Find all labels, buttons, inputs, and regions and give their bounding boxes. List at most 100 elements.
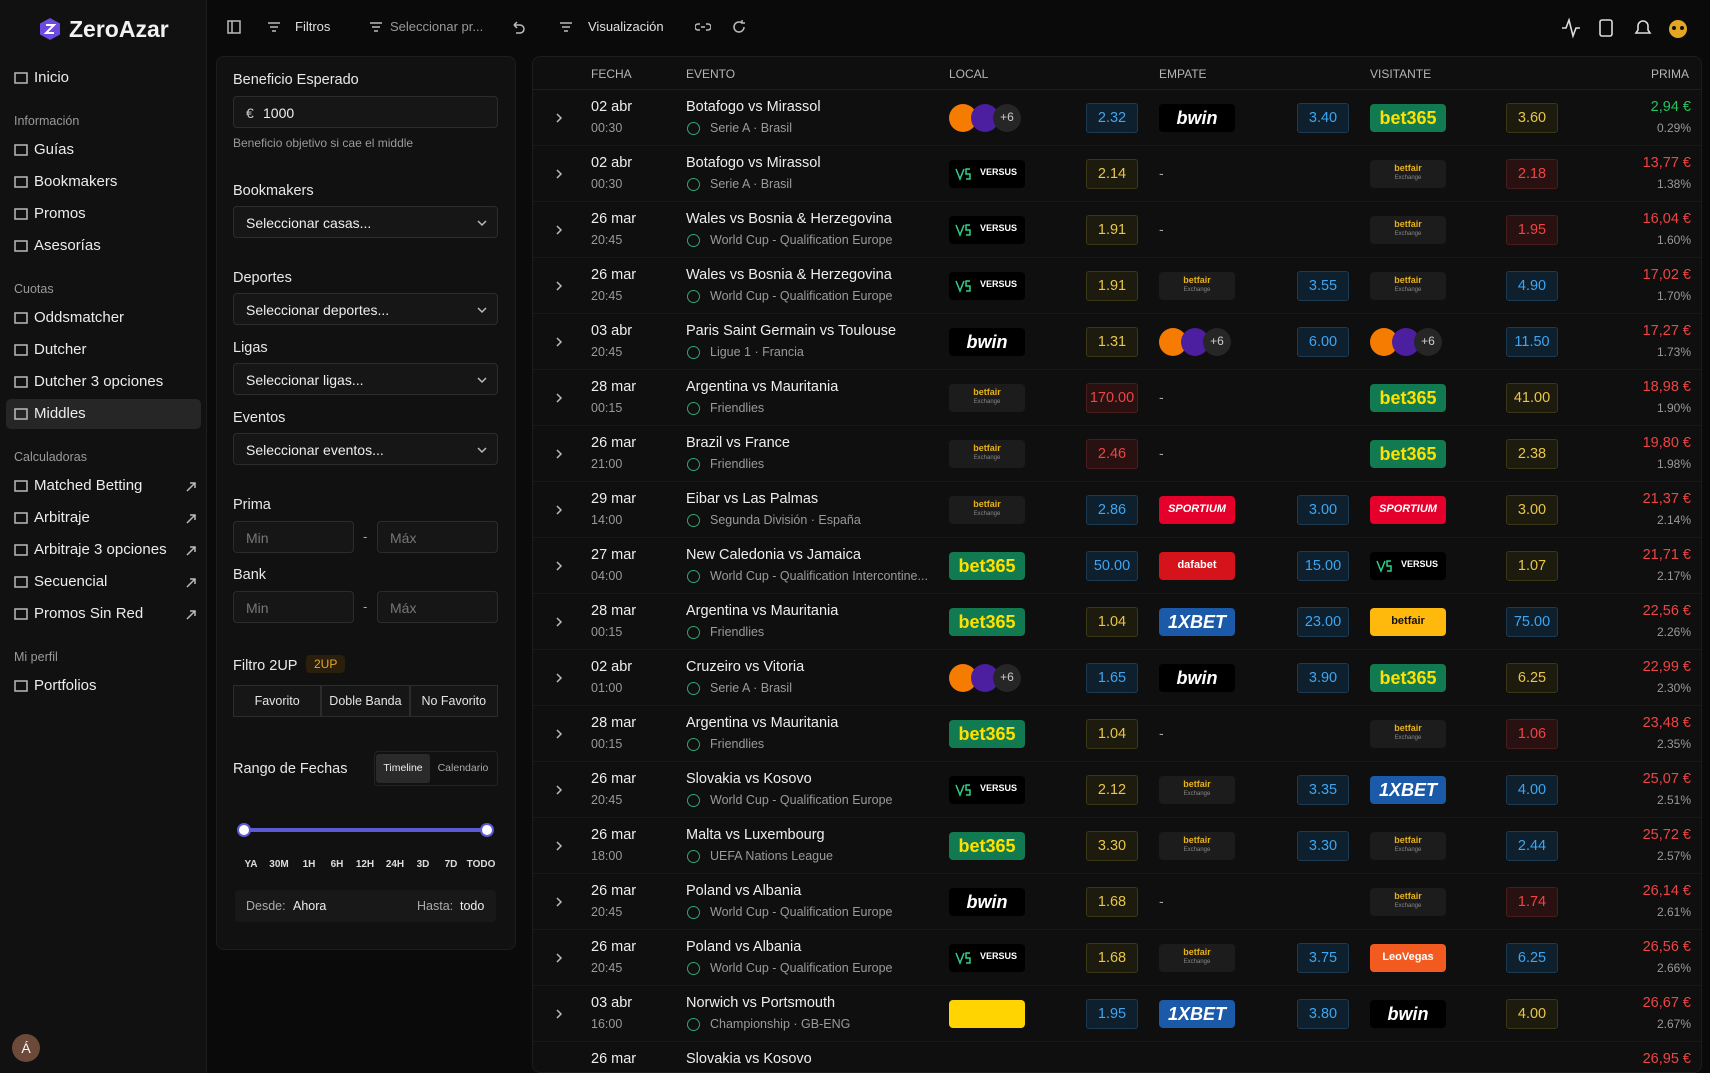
odds[interactable]: 50.00 [1086,551,1138,581]
slider-handle[interactable] [237,823,251,837]
odds[interactable]: 1.07 [1506,551,1558,581]
slider-handle[interactable] [480,823,494,837]
profit-input[interactable]: €1000 [233,96,498,128]
odds[interactable]: 4.00 [1506,775,1558,805]
select[interactable]: Seleccionar eventos... [233,433,498,465]
odds[interactable]: 2.14 [1086,159,1138,189]
toolbar-button[interactable]: Visualización [588,19,664,34]
expand-chevron[interactable] [551,726,567,742]
tab[interactable]: Timeline [376,754,430,783]
odds[interactable]: 1.91 [1086,271,1138,301]
nav-item[interactable]: Dutcher 3 opciones [6,367,201,397]
nav-item[interactable]: Promos Sin Red [6,599,201,629]
expand-chevron[interactable] [551,390,567,406]
odds[interactable]: 4.00 [1506,999,1558,1029]
nav-item[interactable]: Secuencial [6,567,201,597]
expand-chevron[interactable] [551,110,567,126]
odds[interactable]: 41.00 [1506,383,1558,413]
odds[interactable]: 1.31 [1086,327,1138,357]
odds[interactable]: 2.32 [1086,103,1138,133]
odds[interactable]: 2.18 [1506,159,1558,189]
odds[interactable]: 1.68 [1086,943,1138,973]
max-input[interactable]: Máx [377,521,498,553]
odds[interactable]: 6.25 [1506,663,1558,693]
odds[interactable]: 3.90 [1297,663,1349,693]
odds[interactable]: 3.80 [1297,999,1349,1029]
odds[interactable]: 3.00 [1297,495,1349,525]
odds[interactable]: 3.55 [1297,271,1349,301]
odds[interactable]: 1.65 [1086,663,1138,693]
slider-track[interactable] [244,828,487,832]
toolbar-button[interactable]: Filtros [295,19,331,34]
nav-item[interactable]: Middles [6,399,201,429]
nav-item[interactable]: Arbitraje [6,503,201,533]
nav-item[interactable]: Inicio [6,63,201,93]
odds[interactable]: 3.35 [1297,775,1349,805]
odds[interactable]: 1.91 [1086,215,1138,245]
expand-chevron[interactable] [551,782,567,798]
odds[interactable]: 23.00 [1297,607,1349,637]
odds[interactable]: 3.40 [1297,103,1349,133]
odds[interactable]: 1.95 [1086,999,1138,1029]
expand-chevron[interactable] [551,950,567,966]
toolbar-button[interactable]: Seleccionar pr... [390,19,484,34]
odds[interactable]: 11.50 [1506,327,1558,357]
expand-chevron[interactable] [551,894,567,910]
odds[interactable]: 2.86 [1086,495,1138,525]
expand-chevron[interactable] [551,334,567,350]
odds[interactable]: 2.38 [1506,439,1558,469]
odds[interactable]: 3.00 [1506,495,1558,525]
odds[interactable]: 2.46 [1086,439,1138,469]
expand-chevron[interactable] [551,446,567,462]
odds[interactable]: 6.25 [1506,943,1558,973]
expand-chevron[interactable] [551,222,567,238]
odds[interactable]: 1.74 [1506,887,1558,917]
odds[interactable]: 3.60 [1506,103,1558,133]
expand-chevron[interactable] [551,558,567,574]
column-header: PRIMA [1650,67,1689,81]
min-input[interactable]: Min [233,521,354,553]
toggle-option[interactable]: Doble Banda [321,685,410,717]
toggle-option[interactable]: No Favorito [409,685,498,717]
odds[interactable]: 1.06 [1506,719,1558,749]
expand-chevron[interactable] [551,670,567,686]
nav-item[interactable]: Dutcher [6,335,201,365]
nav-item[interactable]: Guías [6,135,201,165]
nav-item[interactable]: Arbitraje 3 opciones [6,535,201,565]
odds[interactable]: 1.68 [1086,887,1138,917]
nav-item[interactable]: Asesorías [6,231,201,261]
odds[interactable]: 6.00 [1297,327,1349,357]
nav-item[interactable]: Bookmakers [6,167,201,197]
expand-chevron[interactable] [551,1006,567,1022]
odds[interactable]: 75.00 [1506,607,1558,637]
expand-chevron[interactable] [551,278,567,294]
nav-item[interactable]: Promos [6,199,201,229]
nav-item[interactable]: Portfolios [6,671,201,701]
nav-item[interactable]: Oddsmatcher [6,303,201,333]
toggle-option[interactable]: Favorito [233,685,322,717]
expand-chevron[interactable] [551,502,567,518]
odds[interactable]: 3.30 [1086,831,1138,861]
nav-item[interactable]: Matched Betting [6,471,201,501]
select[interactable]: Seleccionar deportes... [233,293,498,325]
min-input[interactable]: Min [233,591,354,623]
select[interactable]: Seleccionar ligas... [233,363,498,395]
expand-chevron[interactable] [551,166,567,182]
select[interactable]: Seleccionar casas... [233,206,498,238]
odds[interactable]: 3.75 [1297,943,1349,973]
odds[interactable]: 2.44 [1506,831,1558,861]
odds[interactable]: 1.04 [1086,607,1138,637]
expand-chevron[interactable] [551,838,567,854]
avatar[interactable]: Á [12,1034,40,1062]
max-input[interactable]: Máx [377,591,498,623]
tab[interactable]: Calendario [437,762,489,774]
odds[interactable]: 1.95 [1506,215,1558,245]
odds[interactable]: 170.00 [1086,383,1138,413]
odds[interactable]: 2.12 [1086,775,1138,805]
odds[interactable]: 15.00 [1297,551,1349,581]
odds[interactable]: 4.90 [1506,271,1558,301]
odds[interactable]: 1.04 [1086,719,1138,749]
expand-chevron[interactable] [551,614,567,630]
odds[interactable]: 3.30 [1297,831,1349,861]
top-icons[interactable] [1560,17,1700,39]
